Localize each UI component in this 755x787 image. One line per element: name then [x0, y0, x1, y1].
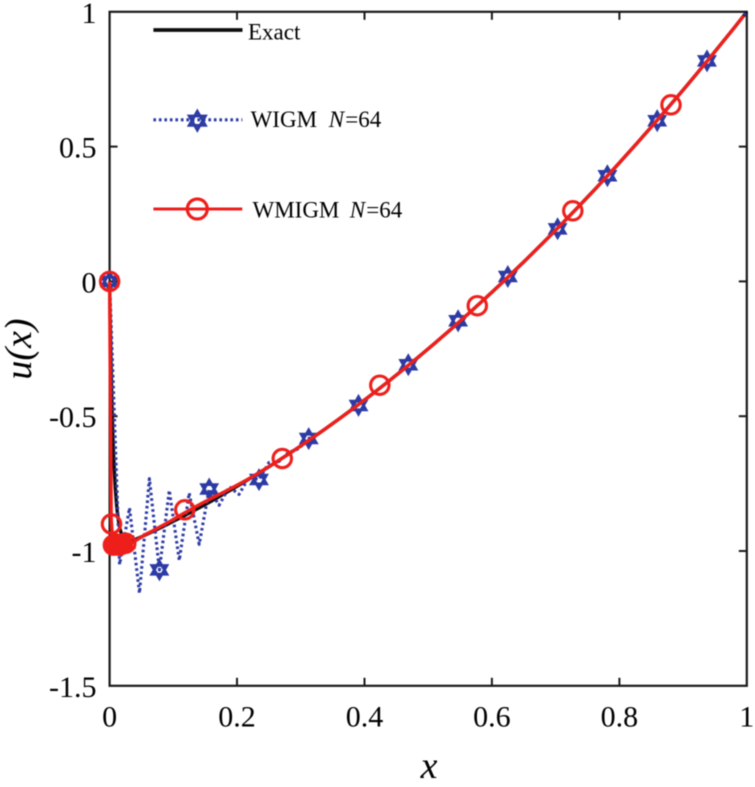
svg-text:x: x	[420, 745, 438, 782]
svg-text:N: N	[328, 107, 346, 132]
svg-text:0.5: 0.5	[59, 132, 97, 165]
svg-text:1: 1	[82, 0, 97, 30]
svg-text:-1: -1	[72, 536, 97, 569]
svg-text:0: 0	[102, 701, 117, 734]
svg-text:=64: =64	[366, 198, 402, 223]
svg-text:N: N	[349, 198, 367, 223]
svg-text:0.6: 0.6	[473, 701, 511, 734]
svg-text:0.2: 0.2	[218, 701, 256, 734]
svg-text:-1.5: -1.5	[49, 671, 97, 704]
svg-text:Exact: Exact	[248, 20, 301, 45]
svg-text:=64: =64	[345, 107, 381, 132]
svg-text:0.4: 0.4	[346, 701, 384, 734]
svg-text:0.8: 0.8	[601, 701, 639, 734]
svg-text:-0.5: -0.5	[49, 401, 97, 434]
svg-text:WMIGM: WMIGM	[253, 198, 340, 223]
svg-text:u(x): u(x)	[0, 318, 40, 379]
svg-text:0: 0	[82, 266, 97, 299]
svg-text:1: 1	[739, 701, 754, 734]
svg-text:WIGM: WIGM	[251, 107, 317, 132]
